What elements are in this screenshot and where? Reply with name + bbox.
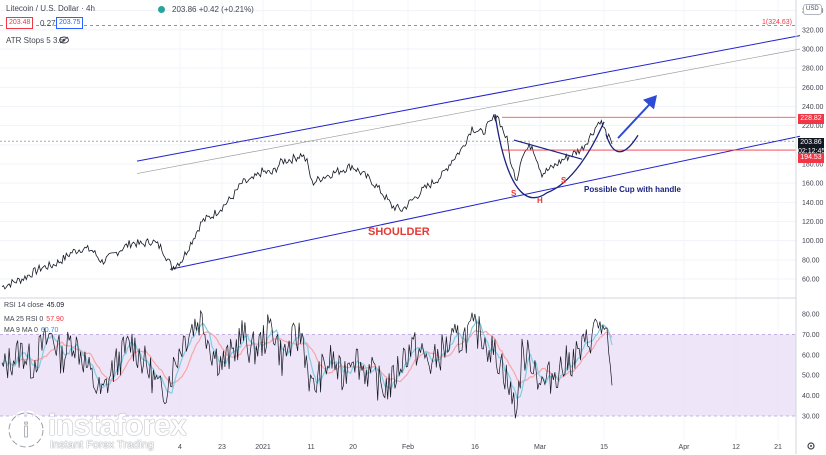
rsi-ma9-line: [1, 318, 613, 400]
price-tick-label: 100.00: [802, 238, 824, 245]
lower-level-box: 194.53: [798, 153, 824, 163]
currency-badge[interactable]: USD: [803, 4, 822, 15]
right-shoulder-s: S: [561, 176, 567, 185]
shoulder-label: SHOULDER: [368, 226, 430, 238]
channel-lower-line: [169, 135, 801, 270]
time-tick-label: 16: [471, 444, 479, 451]
brand-name: instaforex: [48, 409, 187, 442]
fib-target-label: 1(324.63): [762, 19, 792, 26]
ma9-value: 60.70: [40, 327, 59, 334]
time-tick-label: 20: [349, 444, 357, 451]
current-price-box: 203.86 02:12:45: [798, 138, 826, 156]
time-tick-label: Apr: [679, 444, 691, 451]
price-tick-label: 320.00: [802, 27, 824, 34]
current-price: 203.86: [800, 139, 822, 146]
head-h: H: [537, 196, 543, 205]
ma25-legend[interactable]: MA 25 RSI 0 57.90: [4, 316, 64, 323]
cup-label: Possible Cup with handle: [584, 185, 681, 194]
bid-price[interactable]: 203.48: [6, 17, 34, 29]
price-tick-label: 260.00: [802, 85, 824, 92]
price-line: [1, 113, 613, 290]
ma25-value: 57.90: [46, 316, 64, 323]
ma25-label: MA 25 RSI 0: [4, 316, 44, 323]
time-tick-label: Feb: [402, 444, 414, 451]
trend-channel[interactable]: [136, 35, 801, 270]
price-tick-label: 240.00: [802, 104, 824, 111]
price-tick-label: 80.00: [802, 257, 820, 264]
svg-text:i: i: [23, 420, 29, 442]
symbol-title[interactable]: Litecoin / U.S. Dollar · 4h: [6, 4, 95, 13]
rsi-line: [1, 309, 613, 419]
price-tick-label: 60.00: [802, 277, 820, 284]
drawn-pattern[interactable]: [0, 25, 796, 199]
rsi-tick-label: 80.00: [802, 312, 820, 319]
gear-icon[interactable]: [806, 441, 816, 451]
price-tick-label: 220.00: [802, 123, 824, 130]
eye-icon[interactable]: [59, 36, 69, 44]
ma9-legend[interactable]: MA 9 MA 0 60.70: [4, 327, 58, 334]
rsi-series: [1, 309, 613, 419]
channel-upper-line: [136, 35, 801, 162]
time-tick-label: 2021: [255, 444, 271, 451]
instaforex-logo: i: [6, 410, 46, 450]
price-series: [1, 113, 613, 290]
price-tick-label: 140.00: [802, 200, 824, 207]
rsi-tick-label: 30.00: [802, 414, 820, 421]
breakout-arrow-shaft: [617, 101, 653, 139]
channel-midline: [136, 48, 801, 174]
time-tick-label: 12: [732, 444, 740, 451]
brand-tagline: Instant Forex Trading: [50, 439, 154, 451]
time-tick-label: 15: [600, 444, 608, 451]
left-shoulder-s: S: [511, 189, 517, 198]
rsi-tick-label: 60.00: [802, 352, 820, 359]
indicator-label[interactable]: ATR Stops 5 3.5: [6, 36, 65, 45]
time-tick-label: 4: [178, 444, 182, 451]
time-tick-label: 21: [774, 444, 782, 451]
breakout-arrow-head: [643, 95, 657, 110]
price-tick-label: 280.00: [802, 66, 824, 73]
market-status-icon: [158, 6, 165, 13]
price-tick-label: 300.00: [802, 47, 824, 54]
price-tick-label: 120.00: [802, 219, 824, 226]
time-tick-label: 11: [307, 444, 314, 451]
rsi-tick-label: 40.00: [802, 393, 820, 400]
price-tick-label: 160.00: [802, 181, 824, 188]
upper-level-box: 228.82: [798, 114, 824, 124]
neckline: [513, 139, 583, 160]
handle-curve: [605, 134, 639, 153]
rsi-legend[interactable]: RSI 14 close 45.09: [4, 302, 64, 309]
rsi-label: RSI 14 close: [4, 302, 44, 309]
rsi-value: 45.09: [46, 302, 65, 309]
price-tick-label: 180.00: [802, 162, 824, 169]
spread: 0.27: [40, 19, 56, 28]
ma9-label: MA 9 MA 0: [4, 327, 38, 334]
axis-labels: 60.00 80.00 100.00 120.00 140.00 160.00 180.00…: [178, 8, 823, 451]
time-tick-label: 23: [218, 444, 226, 451]
bar-countdown: 02:12:45: [798, 148, 826, 155]
rsi-tick-label: 50.00: [802, 373, 820, 380]
cup-curve: [494, 114, 605, 199]
ask-price[interactable]: 203.75: [56, 17, 84, 29]
last-price-change: 203.86 +0.42 (+0.21%): [172, 5, 254, 14]
rsi-tick-label: 70.00: [802, 332, 820, 339]
time-tick-label: Mar: [534, 444, 547, 451]
